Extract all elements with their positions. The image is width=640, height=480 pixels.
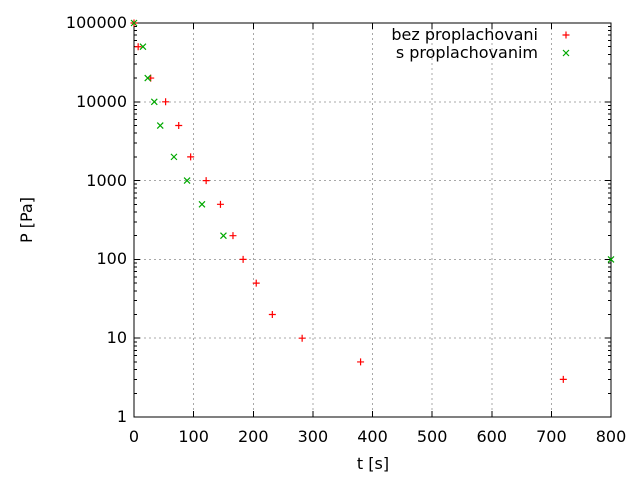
plus-marker-icon <box>538 28 594 42</box>
x-tick-label: 700 <box>536 427 567 446</box>
data-point-cross <box>198 200 206 208</box>
x-tick-label: 0 <box>128 427 140 446</box>
x-tick-label: 200 <box>237 427 269 446</box>
x-tick-label: 500 <box>416 427 448 446</box>
data-point-cross <box>139 43 147 51</box>
x-axis-title: t [s] <box>356 454 390 473</box>
data-point-cross <box>170 153 178 161</box>
y-tick-label: 10000 <box>76 91 127 111</box>
y-tick-label: 1 <box>116 407 127 426</box>
data-point-plus <box>268 310 276 318</box>
x-tick-label: 800 <box>595 427 627 446</box>
y-tick-label: 10 <box>106 328 127 348</box>
cross-marker-icon <box>538 46 594 60</box>
data-point-cross <box>150 98 158 106</box>
data-point-plus <box>175 122 183 130</box>
data-point-plus <box>298 334 306 342</box>
y-axis-title: P [Pa] <box>17 197 36 243</box>
data-point-plus <box>134 43 142 51</box>
legend-row-bez-proplachovani: bez proplachovani <box>391 26 594 44</box>
data-point-plus <box>187 153 195 161</box>
legend-label: s proplachovanim <box>395 43 538 62</box>
legend-row-s-proplachovanim: s proplachovanim <box>391 44 594 62</box>
legend-label: bez proplachovani <box>391 25 538 44</box>
data-point-cross <box>144 74 152 82</box>
data-point-plus <box>202 177 210 185</box>
data-point-cross <box>130 19 138 27</box>
data-point-cross <box>220 232 227 240</box>
data-point-plus <box>229 232 237 240</box>
x-tick-label: 600 <box>476 427 508 446</box>
data-point-plus <box>357 358 365 366</box>
x-tick-label: 300 <box>297 427 329 446</box>
y-tick-label: 100 <box>96 249 127 269</box>
data-point-cross <box>156 122 164 129</box>
x-tick-label: 100 <box>178 427 209 446</box>
data-point-cross <box>183 177 191 185</box>
data-point-plus <box>216 200 224 208</box>
data-point-plus <box>252 279 260 287</box>
data-point-cross <box>607 255 615 263</box>
x-tick-label: 400 <box>357 427 388 446</box>
data-point-plus <box>559 375 567 383</box>
data-point-plus <box>239 255 247 263</box>
legend: bez proplachovani s proplachovanim <box>391 26 594 62</box>
y-tick-label: 1000 <box>86 170 127 190</box>
data-point-plus <box>162 98 170 106</box>
y-tick-label: 100000 <box>65 13 127 32</box>
